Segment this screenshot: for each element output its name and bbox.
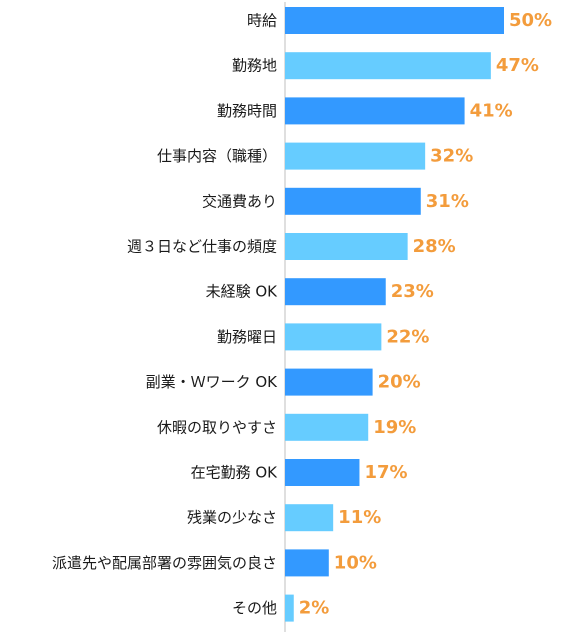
category-label: 仕事内容（職種） [157,147,277,165]
value-label: 23% [391,281,434,302]
bar [285,278,386,306]
category-label: 派遣先や配属部署の雰囲気の良さ [52,554,277,572]
value-labels-group: 50% 47% 41% 32% 31% 28% 23% 22% 20% 19% 17% 11% 10% 2… [299,10,552,619]
value-label: 28% [413,236,456,257]
value-label: 2% [299,598,330,619]
bar [285,413,369,441]
value-label: 11% [338,507,381,528]
bar [285,368,373,396]
category-label: 勤務曜日 [217,328,277,346]
value-label: 47% [496,55,539,76]
category-label: 勤務地 [232,57,277,75]
bar [285,594,294,622]
bar [285,142,426,170]
category-label: 副業・Ｗワーク OK [146,373,279,391]
value-label: 10% [334,552,377,573]
bar [285,187,421,215]
category-label: 週３日など仕事の頻度 [127,238,277,256]
category-label: 残業の少なさ [187,509,277,527]
bar [285,323,382,351]
category-label: 在宅勤務 OK [191,464,279,482]
bar [285,233,408,260]
value-label: 41% [470,100,513,121]
bar [285,459,360,486]
category-label: 時給 [247,12,277,30]
value-label: 32% [430,146,473,167]
category-label: 休暇の取りやすさ [157,418,277,436]
value-label: 19% [373,417,416,438]
bar [285,52,491,80]
bar [285,97,465,125]
bars-group [285,7,504,622]
bar [285,504,334,532]
category-label: 未経験 OK [206,283,279,301]
category-label: 勤務時間 [217,102,277,120]
value-label: 20% [378,372,421,393]
category-label: その他 [232,599,277,617]
bar [285,7,504,34]
value-label: 17% [364,462,407,483]
value-label: 31% [426,191,469,212]
category-label: 交通費あり [202,192,277,210]
value-label: 22% [386,326,429,347]
bar [285,549,329,577]
value-label: 50% [509,10,552,31]
